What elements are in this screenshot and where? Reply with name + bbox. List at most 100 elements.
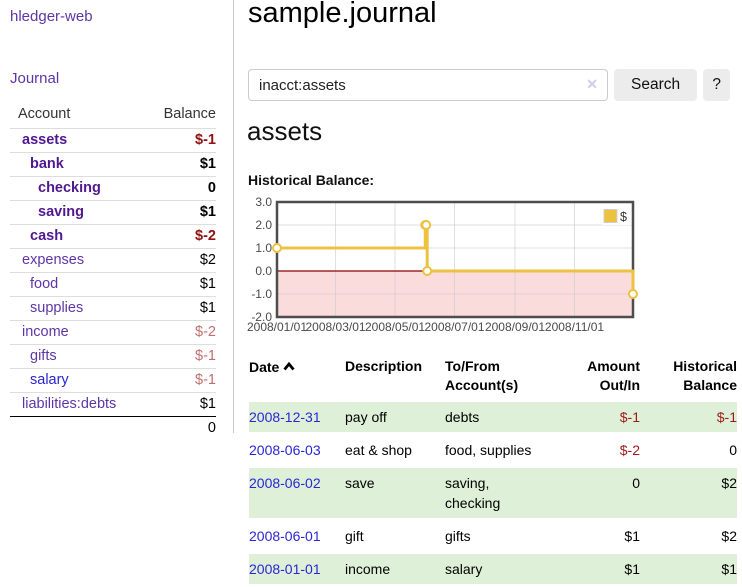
transaction-balance: 0 bbox=[729, 442, 737, 458]
search-button[interactable]: Search bbox=[614, 69, 698, 101]
account-row: expenses $2 bbox=[10, 248, 216, 272]
transaction-row: 2008-01-01 income salary $1 $1 bbox=[249, 552, 737, 586]
account-link-salary[interactable]: salary bbox=[30, 372, 69, 388]
transaction-amount: $1 bbox=[624, 528, 640, 544]
transaction-balance: $1 bbox=[721, 561, 737, 577]
svg-text:2008/09/01: 2008/09/01 bbox=[485, 320, 545, 334]
transaction-description: income bbox=[345, 561, 391, 577]
transaction-row: 2008-12-31 pay off debts $-1 $-1 bbox=[249, 402, 737, 434]
transaction-date-link[interactable]: 2008-06-02 bbox=[249, 475, 321, 491]
svg-text:-1.0: -1.0 bbox=[251, 287, 272, 301]
sort-ascending-icon bbox=[283, 357, 295, 376]
transaction-description: eat & shop bbox=[345, 442, 412, 458]
svg-text:2008/01/01: 2008/01/01 bbox=[247, 320, 307, 334]
account-row: salary $-1 bbox=[10, 368, 216, 392]
transaction-balance: $-1 bbox=[716, 409, 737, 425]
account-link-food[interactable]: food bbox=[30, 276, 59, 292]
svg-text:2008/07/01: 2008/07/01 bbox=[424, 320, 484, 334]
transaction-amount: $-1 bbox=[619, 409, 640, 425]
account-row: checking 0 bbox=[10, 176, 216, 200]
account-link-bank[interactable]: bank bbox=[30, 156, 64, 172]
account-link-income[interactable]: income bbox=[22, 324, 69, 340]
transaction-amount: 0 bbox=[632, 475, 640, 491]
account-link-liabilities-debts[interactable]: liabilities:debts bbox=[22, 396, 117, 412]
account-link-supplies[interactable]: supplies bbox=[30, 300, 84, 316]
svg-text:2.0: 2.0 bbox=[255, 218, 272, 232]
account-row: income $-2 bbox=[10, 320, 216, 344]
account-link-expenses[interactable]: expenses bbox=[22, 252, 85, 268]
date-column-header[interactable]: Date bbox=[249, 357, 345, 402]
sidebar-item-journal[interactable]: Journal bbox=[10, 70, 60, 87]
balance-column-header: Balance bbox=[163, 106, 216, 122]
svg-text:2008/03/01: 2008/03/01 bbox=[305, 320, 365, 334]
transaction-balance: $2 bbox=[721, 475, 737, 491]
account-link-cash[interactable]: cash bbox=[30, 228, 64, 244]
account-row: supplies $1 bbox=[10, 296, 216, 320]
main-content: sample.journal ✕ Search ? assets Histori… bbox=[246, 0, 742, 586]
account-row: gifts $-1 bbox=[10, 344, 216, 368]
account-column-header: To/From Account(s) bbox=[445, 358, 519, 393]
transaction-date-link[interactable]: 2008-01-01 bbox=[249, 561, 321, 577]
account-balance: $1 bbox=[199, 204, 216, 220]
account-row: liabilities:debts $1 bbox=[10, 392, 216, 416]
account-balance: $-2 bbox=[195, 324, 216, 340]
app-title-link[interactable]: hledger-web bbox=[10, 8, 93, 25]
accounts-tree: Account Balance assets $-1 bank $1 check… bbox=[10, 103, 216, 440]
transaction-amount: $-2 bbox=[619, 442, 640, 458]
account-balance: $1 bbox=[199, 300, 216, 316]
transaction-row: 2008-06-02 save saving, checking 0 $2 bbox=[249, 466, 737, 520]
account-link-checking[interactable]: checking bbox=[38, 180, 101, 196]
account-column-header: Account bbox=[18, 106, 71, 122]
search-input[interactable] bbox=[248, 69, 608, 101]
account-balance: $1 bbox=[199, 276, 216, 292]
account-row: assets $-1 bbox=[10, 128, 216, 152]
transaction-description: pay off bbox=[345, 409, 387, 425]
account-link-saving[interactable]: saving bbox=[38, 204, 84, 220]
svg-text:$: $ bbox=[620, 210, 627, 224]
transaction-accounts: gifts bbox=[445, 528, 471, 544]
account-balance: $2 bbox=[199, 252, 216, 268]
svg-text:1.0: 1.0 bbox=[255, 241, 272, 255]
historical-balance-chart: $3.0 2.0 1.0 0.0 -1.0 -2.0 2008/01/01 2008/03/0… bbox=[246, 196, 646, 341]
account-link-gifts[interactable]: gifts bbox=[30, 348, 57, 364]
account-balance: $-1 bbox=[195, 348, 216, 364]
transaction-date-link[interactable]: 2008-06-01 bbox=[249, 528, 321, 544]
accounts-total-value: 0 bbox=[207, 420, 216, 436]
accounts-total-row: 0 bbox=[10, 416, 216, 440]
transaction-accounts: debts bbox=[445, 409, 480, 425]
balance-column-header: Historical Balance bbox=[673, 358, 737, 393]
transaction-row: 2008-06-03 eat & shop food, supplies $-2… bbox=[249, 434, 737, 467]
account-balance: $1 bbox=[199, 396, 216, 412]
accounts-header-row: Account Balance bbox=[10, 103, 216, 128]
amount-column-header: Amount Out/In bbox=[587, 358, 640, 393]
transaction-accounts: food, supplies bbox=[445, 442, 532, 458]
clear-search-icon[interactable]: ✕ bbox=[586, 76, 598, 92]
register-table: Date Description To/From Account(s) Amou… bbox=[249, 357, 737, 587]
transaction-date-link[interactable]: 2008-12-31 bbox=[249, 409, 321, 425]
transaction-amount: $1 bbox=[624, 561, 640, 577]
register-header-row: Date Description To/From Account(s) Amou… bbox=[249, 357, 737, 402]
transaction-description: save bbox=[345, 475, 375, 491]
transaction-accounts: salary bbox=[445, 561, 483, 577]
account-row: cash $-2 bbox=[10, 224, 216, 248]
page-title: sample.journal bbox=[248, 0, 437, 29]
account-balance: $1 bbox=[199, 156, 216, 172]
account-balance: $-2 bbox=[195, 228, 216, 244]
transaction-row: 2008-06-01 gift gifts $1 $2 bbox=[249, 520, 737, 553]
svg-text:3.0: 3.0 bbox=[255, 196, 272, 209]
sidebar-divider bbox=[233, 0, 234, 433]
account-balance: $-1 bbox=[195, 132, 216, 148]
account-balance: 0 bbox=[207, 180, 216, 196]
description-column-header: Description bbox=[345, 358, 423, 374]
svg-text:-2.0: -2.0 bbox=[251, 310, 272, 324]
transaction-description: gift bbox=[345, 528, 364, 544]
account-balance: $-1 bbox=[195, 372, 216, 388]
account-link-assets[interactable]: assets bbox=[22, 132, 68, 148]
chart-title: Historical Balance: bbox=[248, 172, 375, 188]
transaction-date-link[interactable]: 2008-06-03 bbox=[249, 442, 321, 458]
account-row: food $1 bbox=[10, 272, 216, 296]
date-header-label: Date bbox=[249, 359, 280, 375]
search-bar: ✕ Search ? bbox=[248, 69, 731, 101]
transaction-accounts: saving, checking bbox=[445, 475, 501, 511]
help-button[interactable]: ? bbox=[703, 69, 731, 101]
